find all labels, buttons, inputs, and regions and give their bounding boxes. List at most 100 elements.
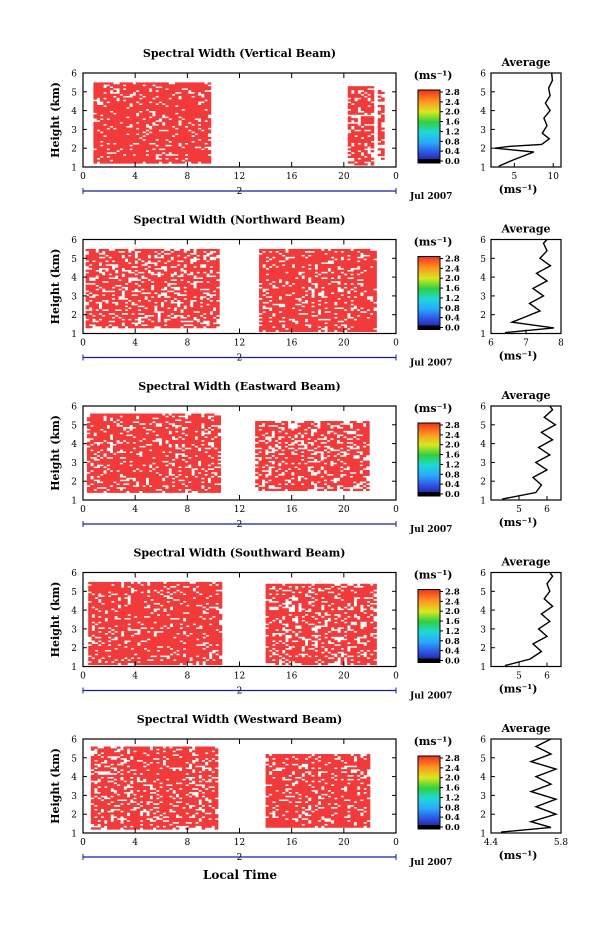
heatmap-cell [100, 120, 104, 122]
heatmap-cell [216, 281, 220, 283]
heatmap-cell [86, 249, 90, 251]
heatmap-cell [351, 146, 355, 148]
heatmap-cell [159, 159, 163, 161]
heatmap-cell [295, 300, 299, 302]
heatmap-cell [105, 283, 109, 285]
heatmap-cell [266, 290, 270, 292]
heatmap-cell [106, 154, 110, 156]
heatmap-cell [363, 260, 367, 262]
heatmap-cell [259, 318, 263, 320]
heatmap-cell [367, 131, 371, 133]
heatmap-cell [177, 256, 181, 258]
panel-1: Spectral Width (Vertical Beam)123456Heig… [49, 47, 561, 202]
heatmap-cell [208, 150, 212, 152]
heatmap-cell [125, 285, 129, 287]
heatmap-cell [121, 258, 125, 260]
heatmap-cell [105, 311, 109, 313]
heatmap-cell [381, 105, 385, 107]
colorbar-floor [418, 326, 440, 330]
heatmap-cell [266, 303, 270, 305]
heatmap-cell [155, 92, 159, 94]
heatmap-cell [164, 255, 168, 257]
heatmap-cell [123, 489, 127, 491]
heatmap-cell [203, 249, 207, 251]
heatmap-cell [136, 423, 140, 425]
heatmap-cell [295, 279, 299, 281]
heatmap-cell [148, 264, 152, 266]
heatmap-cell [154, 249, 158, 251]
heatmap-cell [361, 112, 365, 114]
heatmap-cell [188, 94, 192, 96]
heatmap-cell [146, 111, 150, 113]
heatmap-cell [97, 122, 101, 124]
heatmap-cell [135, 258, 139, 260]
heatmap-cell [146, 128, 150, 130]
heatmap-cell [100, 466, 104, 468]
heatmap-cell [373, 330, 377, 332]
heatmap-cell [151, 290, 155, 292]
average-x-tick-label: 5 [511, 172, 517, 182]
y-axis-label: Height (km) [49, 82, 62, 158]
heatmap-cell [93, 122, 97, 124]
heatmap-cell [97, 461, 101, 463]
heatmap-cell [149, 103, 153, 105]
average-frame [491, 240, 561, 334]
heatmap-cell [311, 253, 315, 255]
heatmap-cell [364, 97, 368, 99]
heatmap-cell [204, 111, 208, 113]
heatmap-cell [358, 144, 362, 146]
heatmap-cell [146, 445, 150, 447]
heatmap-cell [100, 116, 104, 118]
heatmap-cell [133, 438, 137, 440]
heatmap-cell [100, 444, 104, 446]
heatmap-cell [120, 423, 124, 425]
heatmap-cell [128, 256, 132, 258]
heatmap-cell [106, 120, 110, 122]
heatmap-cell [120, 82, 124, 84]
heatmap-cell [102, 255, 106, 257]
heatmap-cell [144, 294, 148, 296]
heatmap-cell [105, 303, 109, 305]
heatmap-cell [116, 472, 120, 474]
heatmap-cell [95, 296, 99, 298]
heatmap-cell [161, 313, 165, 315]
heatmap-cell [120, 150, 124, 152]
heatmap-cell [305, 303, 309, 305]
heatmap-cell [102, 292, 106, 294]
heatmap-cell [187, 275, 191, 277]
heatmap-cell [266, 258, 270, 260]
heatmap-cell [318, 296, 322, 298]
heatmap-cell [113, 84, 117, 86]
heatmap-cell [161, 253, 165, 255]
heatmap-cell [272, 283, 276, 285]
heatmap-cell [92, 281, 96, 283]
heatmap-cell [314, 317, 318, 319]
heatmap-cell [367, 90, 371, 92]
heatmap-cell [360, 249, 364, 251]
heatmap-cell [170, 315, 174, 317]
heatmap-cell [363, 256, 367, 258]
heatmap-cell [123, 485, 127, 487]
heatmap-cell [266, 249, 270, 251]
heatmap-cell [351, 105, 355, 107]
heatmap-cell [318, 305, 322, 307]
heatmap-cell [203, 253, 207, 255]
heatmap-cell [131, 273, 135, 275]
heatmap-cell [121, 300, 125, 302]
average-y-tick-label: 1 [480, 330, 486, 340]
heatmap-cell [138, 292, 142, 294]
heatmap-cell [367, 311, 371, 313]
heatmap-cell [112, 300, 116, 302]
heatmap-cell [100, 133, 104, 135]
heatmap-cell [351, 118, 355, 120]
heatmap-cell [126, 109, 130, 111]
heatmap-cell [165, 159, 169, 161]
y-tick-label: 6 [71, 70, 77, 80]
heatmap-cell [348, 86, 352, 88]
x-tick-label: 12 [234, 172, 245, 182]
heatmap-cell [135, 285, 139, 287]
heatmap-cell [118, 287, 122, 289]
heatmap-cell [126, 485, 130, 487]
heatmap-cell [174, 281, 178, 283]
heatmap-cell [305, 253, 309, 255]
